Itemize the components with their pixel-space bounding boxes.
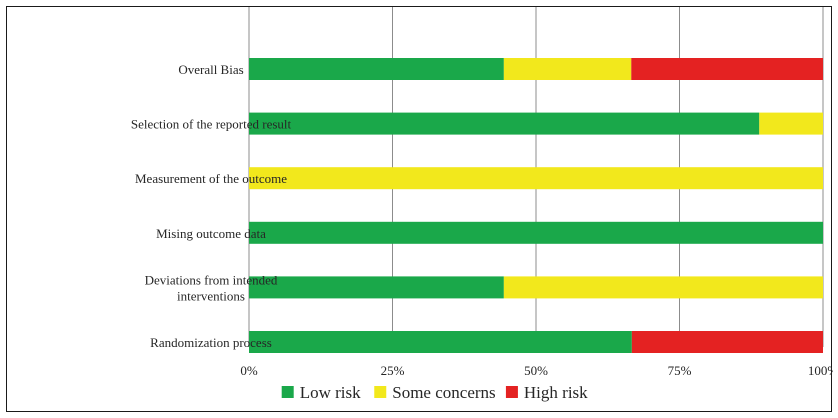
- x-tick-label: 50%: [524, 363, 548, 378]
- category-label: Randomization process: [150, 335, 272, 350]
- bar-segment-some-concerns-4: [503, 276, 823, 299]
- bar-segment-some-concerns-2: [249, 167, 823, 190]
- legend-label-some-concerns: Some concerns: [392, 383, 495, 402]
- category-label: Mising outcome data: [156, 226, 266, 241]
- risk-of-bias-chart: Overall Bias Selection of the reported re…: [131, 7, 838, 402]
- category-label: Deviations from intended interventions: [145, 272, 278, 303]
- category-label: Selection of the reported result: [131, 117, 292, 132]
- x-tick-label: 100%: [808, 363, 833, 378]
- legend-swatch-some-concerns: [374, 386, 387, 398]
- x-tick-label: 0%: [240, 363, 258, 378]
- bar-segment-high-risk-0: [631, 58, 823, 80]
- bar-segment-low-risk-1: [249, 112, 760, 135]
- x-tick-label: 25%: [381, 363, 405, 378]
- bar-segment-low-risk-4: [249, 276, 504, 299]
- bar-segment-high-risk-5: [631, 331, 823, 353]
- category-label: Measurement of the outcome: [135, 171, 287, 186]
- legend-swatch-low-risk: [281, 386, 294, 398]
- legend-label-low-risk: Low risk: [300, 383, 361, 402]
- legend-label-high-risk: High risk: [524, 383, 588, 402]
- bar-segment-low-risk-5: [249, 331, 632, 353]
- bar-segment-low-risk-3: [249, 221, 823, 244]
- x-tick-label: 75%: [668, 363, 692, 378]
- legend-swatch-high-risk: [505, 386, 518, 398]
- bar-segment-some-concerns-1: [759, 112, 823, 135]
- chart-frame: Overall Bias Selection of the reported re…: [6, 6, 838, 412]
- bar-segment-some-concerns-0: [503, 58, 632, 80]
- category-label: Overall Bias: [178, 62, 243, 77]
- bar-segment-low-risk-0: [249, 58, 504, 80]
